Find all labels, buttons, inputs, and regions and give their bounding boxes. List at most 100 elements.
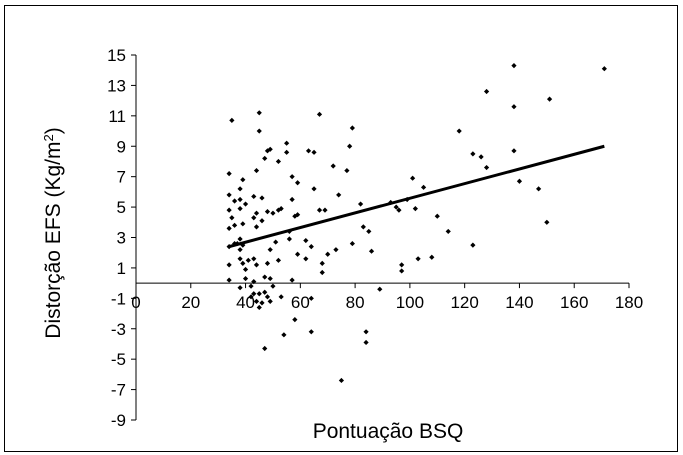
data-point — [240, 260, 246, 266]
x-tick-label: 160 — [560, 293, 588, 312]
data-point — [275, 257, 282, 263]
trendline-group — [228, 144, 605, 249]
x-tick-label: 120 — [450, 293, 478, 312]
data-point — [325, 251, 331, 257]
x-tick-label: 0 — [131, 293, 140, 312]
data-point — [253, 224, 260, 230]
data-point — [357, 201, 364, 207]
y-tick-label: 15 — [107, 46, 126, 65]
y-axis-title-main: Distorção EFS (Kg/m — [42, 142, 65, 339]
data-point — [511, 148, 517, 154]
data-point — [415, 256, 421, 262]
y-tick-label: 3 — [117, 229, 126, 248]
data-point — [237, 285, 243, 291]
data-point — [319, 260, 325, 266]
data-point — [399, 262, 405, 268]
data-point — [330, 163, 336, 169]
data-point — [366, 228, 372, 235]
data-point — [237, 256, 243, 262]
data-point — [303, 256, 309, 262]
data-point — [237, 196, 243, 203]
data-point — [242, 266, 249, 273]
axes-group — [131, 54, 630, 421]
data-point — [388, 199, 394, 206]
data-point — [226, 192, 232, 198]
data-point — [234, 240, 240, 247]
data-point — [311, 186, 317, 192]
data-point — [273, 239, 279, 245]
data-point — [242, 275, 249, 282]
data-point — [360, 224, 366, 230]
y-tick-label: 1 — [117, 259, 126, 278]
data-point — [251, 256, 257, 262]
data-point — [262, 289, 268, 295]
data-point — [251, 193, 257, 200]
data-point — [267, 298, 273, 304]
y-tick-label: -3 — [111, 320, 126, 339]
data-point — [229, 215, 235, 221]
data-point — [544, 219, 550, 225]
data-point — [232, 222, 238, 228]
data-point — [251, 279, 257, 285]
data-point — [278, 294, 284, 300]
data-point — [308, 329, 314, 335]
data-point — [251, 291, 257, 297]
data-points-group — [226, 63, 607, 384]
data-point — [308, 295, 314, 301]
data-point — [256, 110, 262, 116]
data-point — [259, 300, 265, 306]
data-point — [240, 242, 246, 248]
data-point — [344, 167, 350, 174]
data-point — [349, 240, 355, 247]
data-point — [292, 317, 298, 323]
y-tick-label: -9 — [111, 411, 126, 430]
data-point — [289, 196, 295, 203]
data-point — [377, 286, 383, 292]
data-point — [399, 268, 405, 274]
data-point — [245, 257, 251, 263]
data-point — [333, 247, 339, 253]
data-point — [237, 186, 243, 192]
data-point — [226, 225, 232, 231]
data-point — [259, 195, 265, 201]
data-point — [256, 128, 262, 134]
data-point — [294, 180, 301, 186]
x-tick-label: 40 — [236, 293, 255, 312]
x-tick-label: 20 — [181, 293, 200, 312]
data-point — [292, 213, 298, 219]
data-point — [264, 209, 271, 215]
data-point — [445, 228, 451, 235]
y-tick-label: 9 — [117, 137, 126, 156]
data-point — [305, 148, 312, 154]
data-point — [226, 207, 232, 213]
data-point — [536, 186, 542, 192]
data-point — [516, 178, 523, 184]
data-point — [253, 210, 260, 216]
data-point — [232, 240, 238, 247]
data-point — [264, 260, 271, 266]
data-point — [262, 155, 268, 162]
y-axis-title: Distorção EFS (Kg/m2) — [41, 127, 66, 338]
y-tick-label: 7 — [117, 168, 126, 187]
data-point — [347, 143, 353, 149]
data-point — [393, 204, 399, 210]
y-tick-label: -5 — [111, 350, 126, 369]
data-point — [237, 206, 243, 212]
data-point — [237, 236, 243, 242]
data-point — [511, 104, 517, 110]
data-point — [316, 111, 323, 117]
data-point — [546, 96, 553, 102]
data-point — [396, 207, 402, 213]
y-axis-title-superscript: 2 — [41, 134, 56, 141]
x-axis-title: Pontuação BSQ — [313, 420, 464, 443]
data-point — [404, 196, 410, 203]
data-point — [253, 262, 260, 268]
data-point — [242, 201, 249, 207]
y-axis-title-close: ) — [42, 127, 65, 134]
data-point — [410, 175, 416, 181]
data-point — [434, 213, 440, 219]
data-point — [303, 237, 309, 244]
chart-frame: -9 -7 -5 -3 -1 1 3 5 7 9 11 13 15 0 20 40 60 80 100 120 140 1… — [4, 5, 678, 452]
y-tick-label: 5 — [117, 198, 126, 217]
